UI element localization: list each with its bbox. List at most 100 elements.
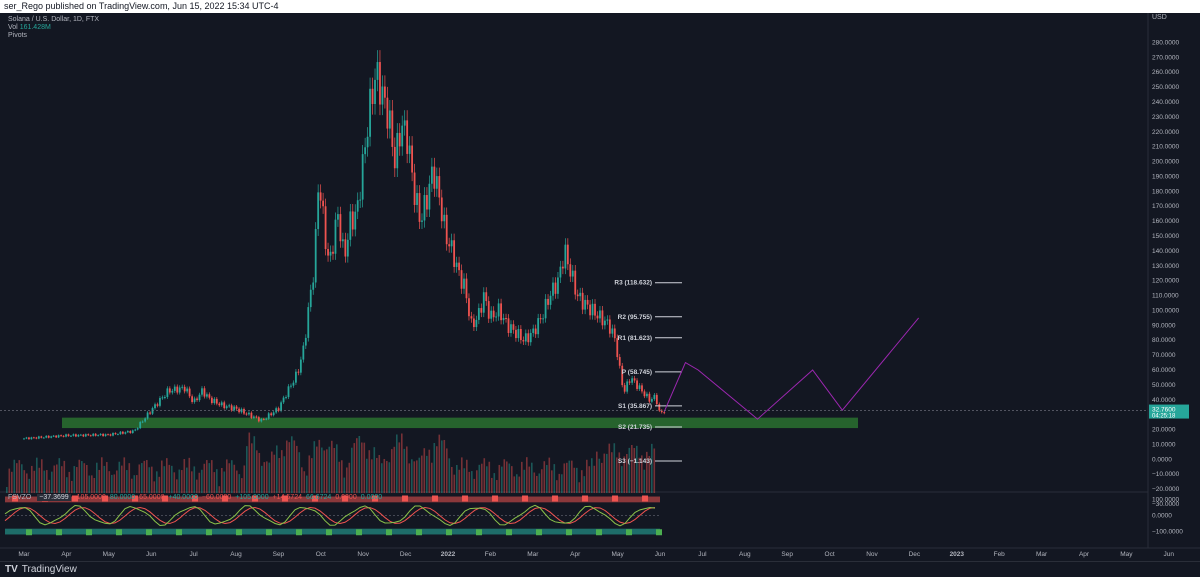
candle-body	[25, 437, 28, 439]
volume-bar	[138, 464, 141, 493]
candle-body	[413, 172, 416, 205]
candle-body	[433, 166, 436, 189]
candle-body	[228, 405, 231, 407]
volume-bar	[516, 474, 518, 493]
osc-buy-marker	[296, 529, 302, 536]
volume-bar	[453, 474, 456, 493]
volume-bar	[461, 457, 463, 493]
candle-body	[60, 435, 62, 437]
volume-bar	[213, 472, 216, 493]
volume-bar	[171, 465, 173, 493]
candle-body	[611, 328, 614, 334]
volume-bar	[518, 476, 521, 493]
volume-bar	[168, 464, 171, 493]
volume-bar	[226, 459, 228, 493]
volume-bar	[576, 467, 578, 493]
volume-bar	[223, 471, 226, 493]
candle-body	[512, 324, 515, 330]
candle-body	[210, 397, 213, 404]
candle-body	[524, 333, 527, 342]
indicator-name: FSVZO	[8, 494, 32, 501]
volume-bar	[523, 469, 526, 493]
volume-bar	[536, 475, 538, 493]
candle-body	[252, 416, 255, 418]
volume-bar	[413, 461, 416, 493]
volume-bar	[28, 478, 31, 493]
volume-bar	[203, 463, 206, 493]
volume-bar	[606, 453, 608, 493]
candle-body	[302, 345, 305, 360]
overbought-band	[5, 496, 660, 503]
candle-body	[581, 292, 584, 310]
volume-bar	[73, 466, 76, 493]
candle-body	[384, 86, 386, 98]
candle-body	[346, 239, 349, 257]
volume-bar	[573, 467, 576, 493]
candle-body	[334, 219, 337, 254]
time-tick-label: Apr	[1079, 551, 1090, 558]
candle-body	[255, 416, 258, 418]
volume-bar	[441, 440, 443, 493]
volume-bar	[596, 451, 598, 493]
volume-bar	[401, 433, 403, 493]
volume-bar	[446, 448, 448, 493]
candle-body	[601, 310, 604, 326]
candle-body	[561, 266, 564, 269]
candle-body	[151, 408, 154, 414]
candle-body	[450, 240, 453, 247]
volume-bar	[636, 445, 638, 493]
candle-body	[643, 391, 646, 397]
volume-bar	[588, 466, 591, 493]
time-tick-label: Feb	[485, 551, 497, 558]
candle-body	[156, 404, 159, 406]
volume-bar	[68, 471, 71, 493]
candle-body	[290, 385, 292, 387]
candle-body	[337, 214, 339, 220]
osc-sell-marker	[432, 495, 438, 502]
indicator-level-value: +40.0000	[168, 494, 198, 501]
volume-bar	[341, 460, 343, 493]
candle-body	[430, 166, 433, 184]
price-tick-label: 60.0000	[1152, 367, 1176, 374]
tradingview-logo-icon[interactable]: TV TradingView	[5, 564, 77, 575]
volume-bar	[353, 443, 356, 493]
osc-sell-marker	[102, 495, 108, 502]
volume-bar	[326, 449, 328, 493]
candle-body	[621, 365, 624, 386]
volume-bar	[543, 461, 546, 493]
time-tick-label: Mar	[18, 551, 30, 558]
price-tick-label: 210.0000	[1152, 144, 1179, 151]
volume-bar	[61, 466, 63, 493]
osc-sell-marker	[72, 495, 78, 502]
volume-bar	[348, 462, 351, 493]
volume-bar	[43, 470, 46, 493]
volume-bar	[393, 446, 396, 493]
candle-body	[62, 435, 65, 437]
candle-body	[537, 318, 540, 335]
candle-body	[440, 197, 443, 222]
chart-area[interactable]: USD 280.0000 270.0000 260.0000 250.0000 240.0…	[0, 13, 1200, 561]
volume-bar	[66, 477, 68, 493]
candle-body	[458, 262, 460, 271]
candle-body	[460, 270, 463, 289]
volume-bar	[188, 457, 191, 493]
candle-body	[411, 145, 413, 173]
price-tick-label: 120.0000	[1152, 278, 1179, 285]
candle-body	[159, 398, 161, 406]
volume-bar	[578, 482, 581, 493]
volume-bar	[101, 457, 103, 493]
volume-bar	[133, 475, 136, 493]
time-tick-label: May	[611, 551, 624, 558]
osc-signal-line	[4, 506, 656, 525]
volume-bar	[241, 478, 243, 493]
candle-body	[470, 316, 473, 319]
candle-body	[332, 251, 334, 254]
candle-body	[507, 318, 510, 333]
candle-body	[267, 413, 270, 419]
volume-bar	[58, 458, 61, 493]
volume-bar	[568, 460, 571, 493]
candle-body	[198, 394, 201, 401]
candle-body	[633, 378, 636, 381]
osc-sell-marker	[132, 495, 138, 502]
indicator-level-value: 105.0000	[76, 494, 106, 501]
